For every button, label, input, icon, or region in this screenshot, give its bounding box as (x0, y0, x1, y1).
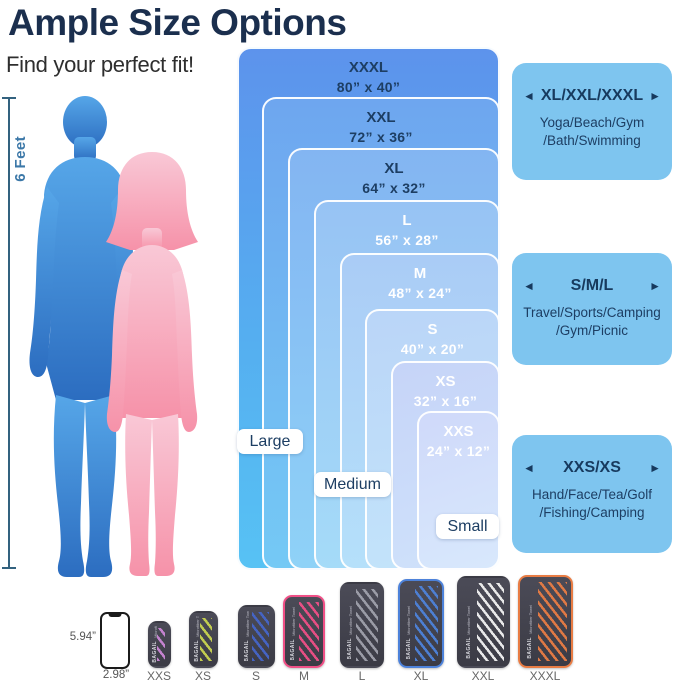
towel-xl: Microfiber Towel BAGAIL (398, 579, 444, 668)
towel-xs: Microfiber Towel BAGAIL (189, 611, 218, 668)
towel-size-label: S (251, 669, 260, 682)
size-rect-label: XXXL 80” x 40” (336, 59, 401, 95)
phone-height-label: 5.94” (69, 631, 96, 643)
towel-stripes (156, 628, 165, 661)
use-box-description: Yoga/Beach/Gym/Bath/Swimming (539, 115, 645, 148)
size-rect-label: M 48” x 24” (388, 265, 452, 301)
size-rect-label: XL 64” x 32” (362, 160, 426, 196)
towel-s: Microfiber Towel BAGAIL (238, 605, 275, 668)
size-rect-label: L 56” x 28” (375, 212, 439, 248)
use-box-title-text: XXS/XS (563, 459, 621, 476)
size-rect-label: XXS 24” x 12” (426, 423, 491, 459)
female-silhouette (106, 152, 198, 576)
size-rect-label: XS 32” x 16” (413, 373, 478, 409)
right-arrow-icon: ► (649, 89, 661, 103)
towel-size-label: L (358, 669, 366, 682)
group-pill-medium: Medium (314, 472, 391, 497)
towel-stripes (298, 602, 319, 661)
use-box-title: ◄ XL/XXL/XXXL ► (512, 87, 672, 105)
height-ruler-line (8, 98, 10, 568)
page-title: Ample Size Options (8, 2, 347, 43)
towel-size-label: XXL (471, 669, 495, 682)
page-subtitle: Find your perfect fit! (6, 52, 194, 77)
towel-xxxl: Microfiber Towel BAGAIL (518, 575, 573, 668)
towel-stripes (251, 612, 269, 661)
right-arrow-icon: ► (649, 461, 661, 475)
use-box-medium-sizes: ◄ S/M/L ► Travel/Sports/Camping/Gym/Picn… (512, 253, 672, 365)
towel-stripes (200, 618, 212, 661)
size-rect-label: S 40” x 20” (400, 321, 465, 357)
phone-notch-icon (108, 613, 122, 617)
phone-outline (100, 612, 130, 669)
group-pill-small: Small (436, 514, 499, 539)
phone-width-label: 2.98” (102, 669, 130, 681)
towel-size-label: M (299, 669, 309, 682)
use-box-small-sizes: ◄ XXS/XS ► Hand/Face/Tea/Golf/Fishing/Ca… (512, 435, 672, 553)
use-box-title-text: S/M/L (570, 277, 614, 294)
use-box-description: Travel/Sports/Camping/Gym/Picnic (523, 305, 661, 338)
towel-stripes (476, 583, 504, 661)
towel-l: Microfiber Towel BAGAIL (340, 582, 384, 668)
towel-stripes (538, 582, 567, 661)
group-pill-large: Large (237, 429, 303, 454)
use-box-title-text: XL/XXL/XXXL (540, 87, 644, 104)
use-box-title: ◄ S/M/L ► (512, 277, 672, 295)
towel-xxl: Microfiber Towel BAGAIL (457, 576, 510, 668)
towel-size-label: XS (194, 669, 211, 682)
left-arrow-icon: ◄ (523, 279, 535, 293)
towel-size-label: XXS (146, 669, 171, 682)
ruler-cap-top (2, 97, 16, 99)
left-arrow-icon: ◄ (523, 89, 535, 103)
right-arrow-icon: ► (649, 279, 661, 293)
male-silhouette (29, 96, 141, 577)
size-rect-label: XXL 72” x 36” (349, 109, 413, 145)
towel-m: Microfiber Towel BAGAIL (283, 595, 325, 668)
size-rect-xxs: XXS 24” x 12” (417, 411, 500, 570)
ruler-cap-bottom (2, 567, 16, 569)
use-box-description: Hand/Face/Tea/Golf/Fishing/Camping (531, 487, 653, 520)
left-arrow-icon: ◄ (523, 461, 535, 475)
towel-size-label: XL (413, 669, 429, 682)
use-box-title: ◄ XXS/XS ► (512, 459, 672, 477)
towel-stripes (415, 586, 438, 661)
towel-stripes (356, 589, 378, 661)
use-box-large-sizes: ◄ XL/XXL/XXXL ► Yoga/Beach/Gym/Bath/Swim… (512, 63, 672, 180)
towel-size-label: XXXL (529, 669, 561, 682)
